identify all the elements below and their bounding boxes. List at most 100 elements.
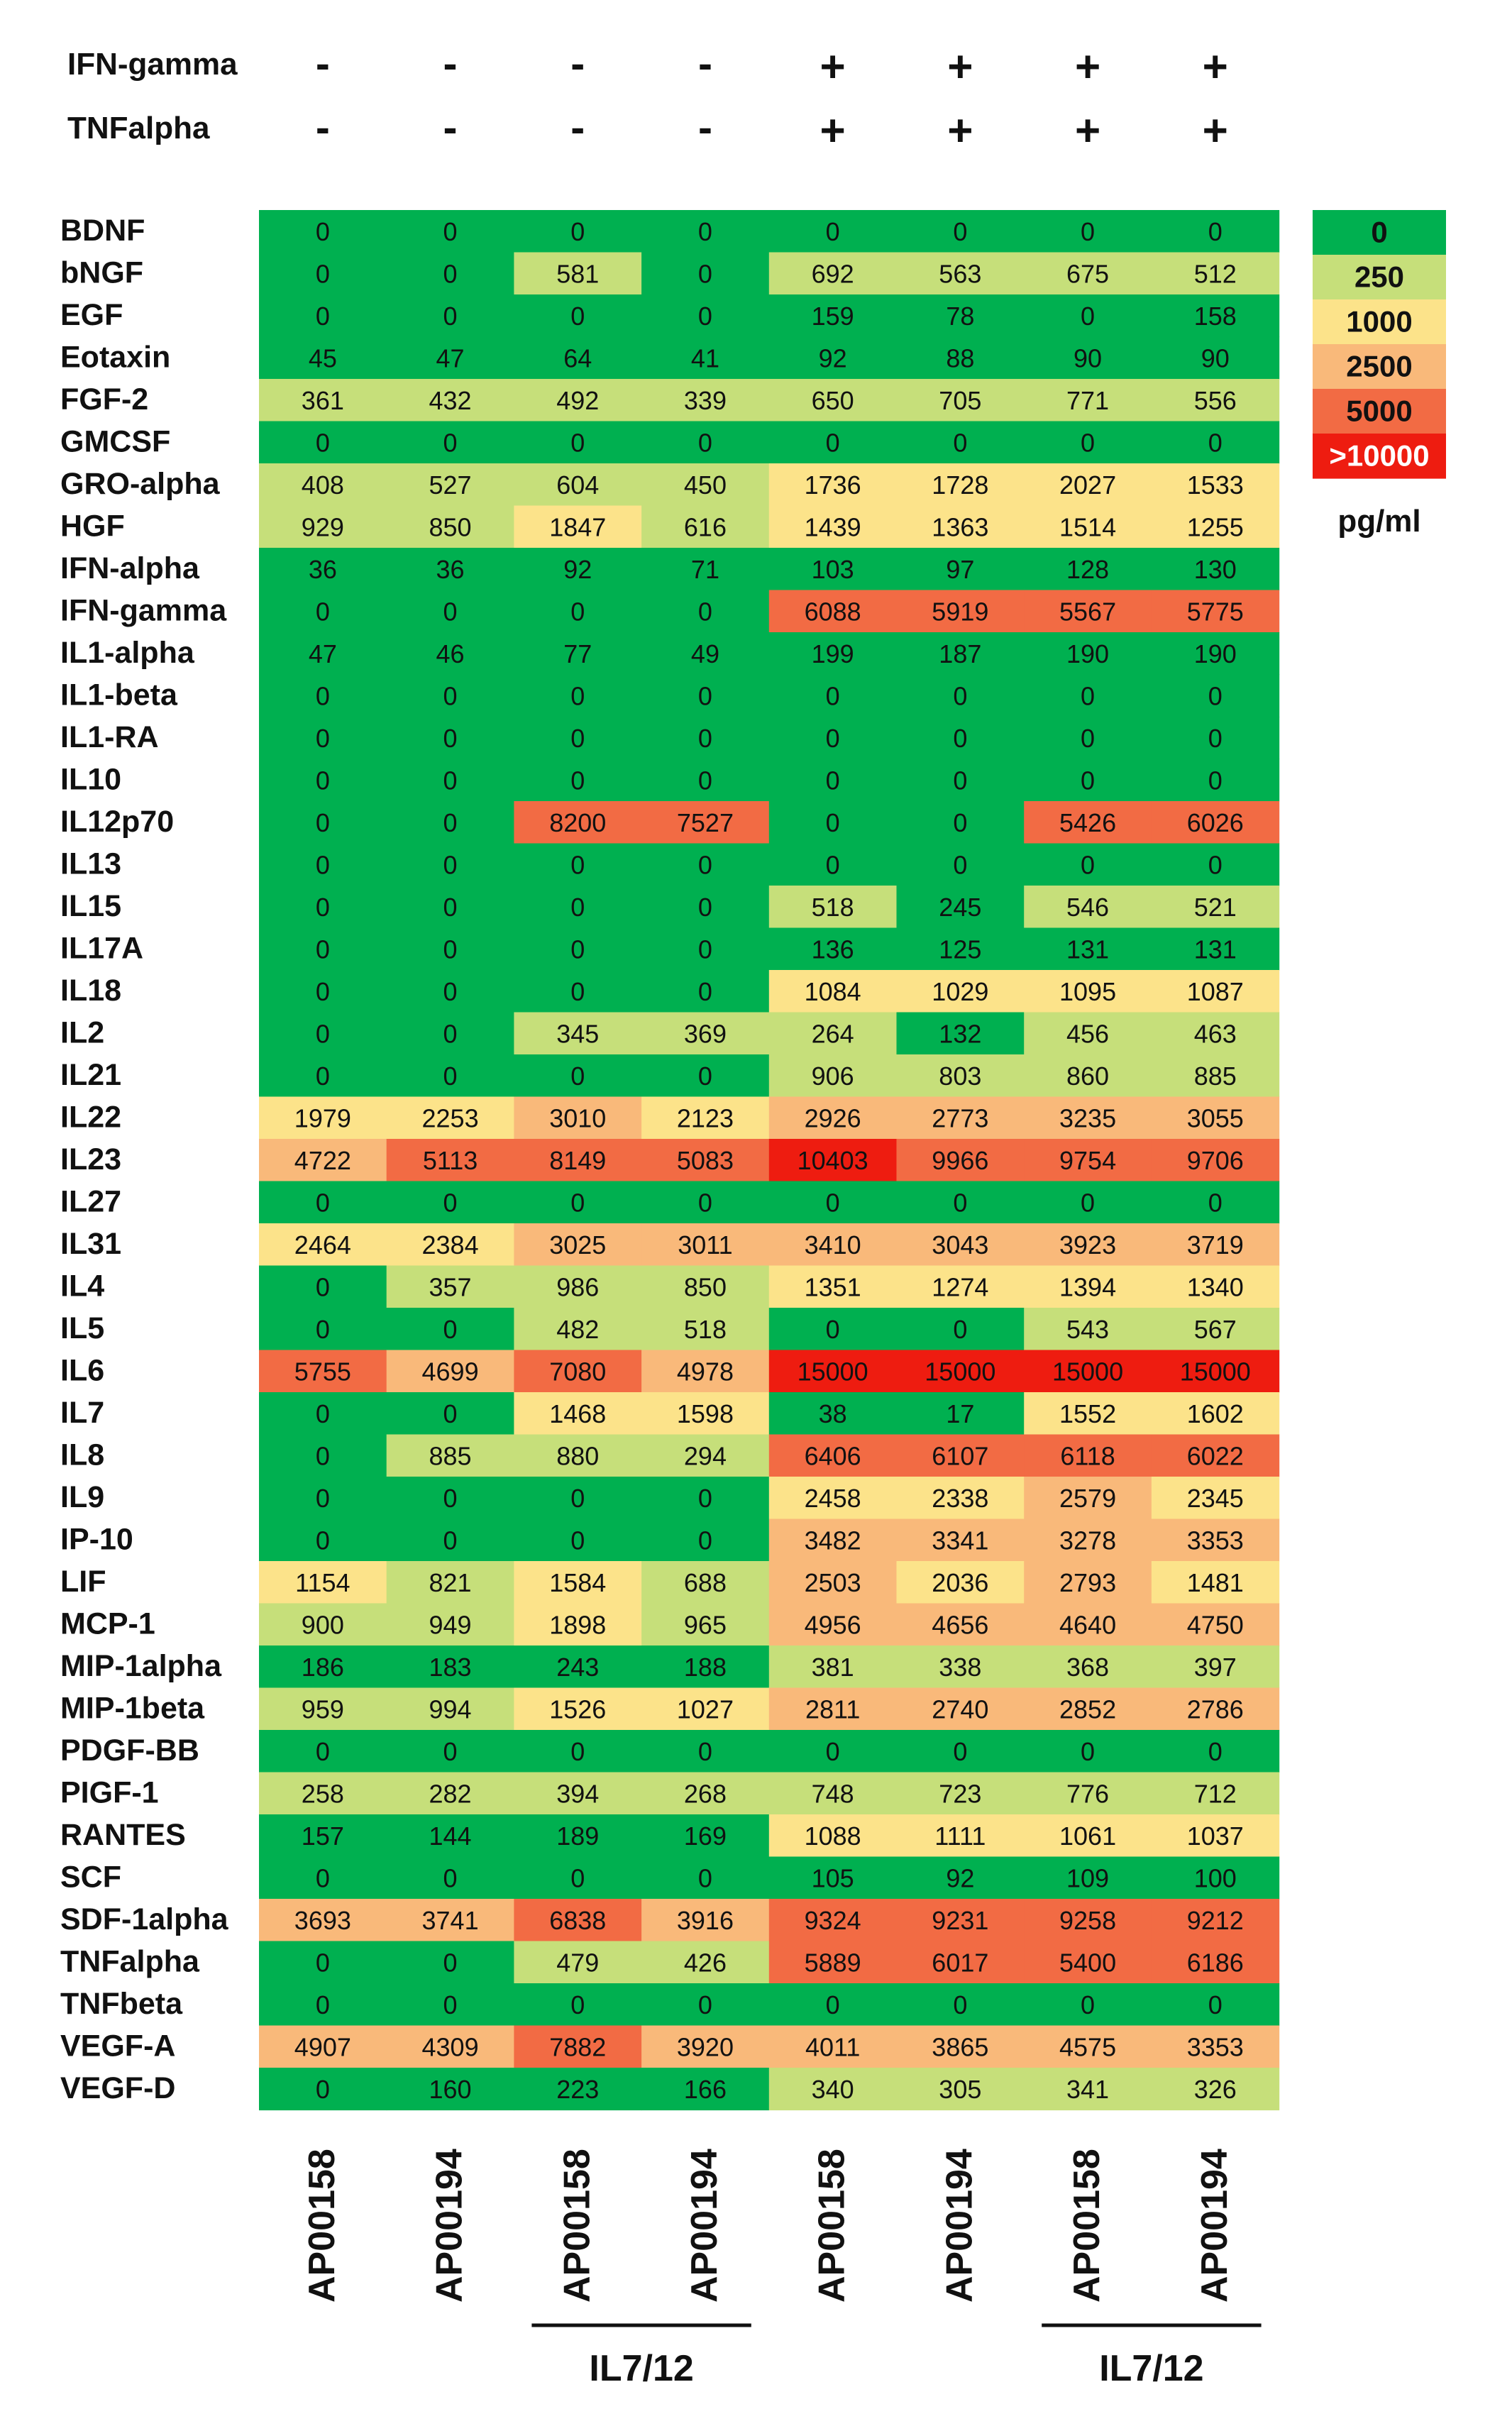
cell-value-label: 0 bbox=[953, 1315, 967, 1344]
cell-value-label: 130 bbox=[1194, 555, 1237, 584]
heatmap-cell bbox=[768, 1899, 898, 1942]
cell-value-label: 0 bbox=[698, 977, 712, 1006]
cell-value-label: 0 bbox=[316, 428, 330, 457]
cell-value-label: 0 bbox=[570, 1188, 585, 1217]
cell-value-label: 9212 bbox=[1187, 1906, 1244, 1935]
heatmap-cell bbox=[1024, 1899, 1152, 1942]
heatmap-cell bbox=[259, 379, 387, 422]
cell-value-label: 0 bbox=[570, 724, 585, 753]
cell-value-label: 0 bbox=[953, 1737, 967, 1766]
heatmap-cell bbox=[1151, 2025, 1280, 2068]
row-label: MCP-1 bbox=[60, 1606, 155, 1641]
heatmap-cell bbox=[641, 1983, 770, 2027]
cell-value-label: 2464 bbox=[294, 1230, 351, 1259]
cell-value-label: 492 bbox=[556, 386, 599, 415]
row-label: IL23 bbox=[60, 1142, 121, 1176]
cell-value-label: 0 bbox=[1208, 766, 1223, 795]
cell-value-label: 965 bbox=[684, 1610, 727, 1639]
heatmap-cell bbox=[386, 1139, 514, 1182]
cell-value-label: 7882 bbox=[549, 2032, 606, 2061]
cell-value-label: 0 bbox=[570, 1484, 585, 1513]
heatmap-cell bbox=[768, 717, 898, 760]
treatment-label: IFN-gamma bbox=[67, 47, 238, 82]
heatmap-cell bbox=[1024, 970, 1152, 1013]
heatmap-cell bbox=[514, 1308, 642, 1351]
cell-value-label: 0 bbox=[570, 977, 585, 1006]
heatmap-cell bbox=[386, 2068, 514, 2111]
heatmap-cell bbox=[1024, 2068, 1152, 2111]
heatmap-cell bbox=[641, 843, 770, 886]
heatmap-cell bbox=[896, 1856, 1025, 1900]
heatmap-cell bbox=[1151, 1687, 1280, 1731]
heatmap-cell bbox=[1151, 590, 1280, 633]
heatmap-cell bbox=[896, 1646, 1025, 1689]
cell-value-label: 100 bbox=[1194, 1863, 1237, 1892]
heatmap-cell bbox=[1151, 632, 1280, 676]
cell-value-label: 0 bbox=[443, 766, 458, 795]
cell-value-label: 5755 bbox=[294, 1357, 351, 1386]
heatmap-cell bbox=[896, 2068, 1025, 2111]
heatmap-cell bbox=[768, 1687, 898, 1731]
cell-value-label: 361 bbox=[302, 386, 344, 415]
cell-value-label: 1111 bbox=[934, 1821, 986, 1851]
heatmap-cell bbox=[768, 1392, 898, 1435]
heatmap-cell bbox=[1024, 632, 1152, 676]
cell-value-label: 357 bbox=[429, 1272, 472, 1301]
heatmap-cell bbox=[641, 1603, 770, 1646]
cell-value-label: 326 bbox=[1194, 2075, 1237, 2104]
cell-value-label: 2253 bbox=[422, 1103, 479, 1132]
row-label: VEGF-A bbox=[60, 2029, 175, 2063]
treatment-minus-sign: - bbox=[570, 104, 585, 151]
cell-value-label: 527 bbox=[429, 470, 472, 500]
row-label: Eotaxin bbox=[60, 340, 170, 374]
heatmap-cell bbox=[514, 1350, 642, 1393]
heatmap-cell bbox=[514, 1646, 642, 1689]
cell-value-label: 305 bbox=[939, 2075, 981, 2104]
heatmap-cell bbox=[1024, 463, 1152, 507]
heatmap-cell bbox=[514, 379, 642, 422]
legend-swatch bbox=[1313, 389, 1446, 434]
heatmap-cell bbox=[386, 632, 514, 676]
heatmap-cell bbox=[896, 843, 1025, 886]
heatmap-cell bbox=[1151, 1054, 1280, 1098]
heatmap-cell bbox=[768, 463, 898, 507]
cell-value-label: 6186 bbox=[1187, 1948, 1244, 1977]
heatmap-cell bbox=[641, 1646, 770, 1689]
cell-value-label: 2345 bbox=[1187, 1484, 1244, 1513]
column-label: AP00194 bbox=[939, 2149, 980, 2303]
heatmap-cell bbox=[1151, 970, 1280, 1013]
cell-value-label: 1088 bbox=[805, 1821, 861, 1851]
heatmap-cell bbox=[259, 1899, 387, 1942]
heatmap-cell bbox=[259, 505, 387, 549]
legend-label: >10000 bbox=[1329, 439, 1429, 472]
cell-value-label: 6088 bbox=[805, 597, 861, 626]
cell-value-label: 5889 bbox=[805, 1948, 861, 1977]
heatmap-cell bbox=[896, 1434, 1025, 1477]
heatmap-cell bbox=[1151, 674, 1280, 717]
cell-value-label: 1394 bbox=[1059, 1272, 1116, 1301]
cell-value-label: 5567 bbox=[1059, 597, 1116, 626]
cell-value-label: 6118 bbox=[1060, 1441, 1115, 1470]
row-label: HGF bbox=[60, 509, 125, 543]
cell-value-label: 675 bbox=[1066, 259, 1109, 288]
heatmap-cell bbox=[641, 379, 770, 422]
cell-value-label: 9324 bbox=[805, 1906, 861, 1935]
heatmap-cell bbox=[1024, 336, 1152, 380]
heatmap-cell bbox=[641, 1434, 770, 1477]
cell-value-label: 4907 bbox=[294, 2032, 351, 2061]
cell-value-label: 131 bbox=[1194, 935, 1237, 964]
cell-value-label: 159 bbox=[812, 302, 854, 331]
heatmap-cell bbox=[259, 970, 387, 1013]
heatmap-cell bbox=[896, 759, 1025, 802]
cell-value-label: 0 bbox=[698, 1484, 712, 1513]
heatmap-cell bbox=[1151, 379, 1280, 422]
heatmap-cell bbox=[1151, 336, 1280, 380]
heatmap-cell bbox=[514, 1012, 642, 1055]
heatmap-cell bbox=[386, 1392, 514, 1435]
cell-value-label: 0 bbox=[1208, 217, 1223, 246]
heatmap-cell bbox=[514, 843, 642, 886]
heatmap-cell bbox=[514, 336, 642, 380]
heatmap-cell bbox=[768, 1518, 898, 1562]
treatment-minus-sign: - bbox=[316, 104, 330, 151]
